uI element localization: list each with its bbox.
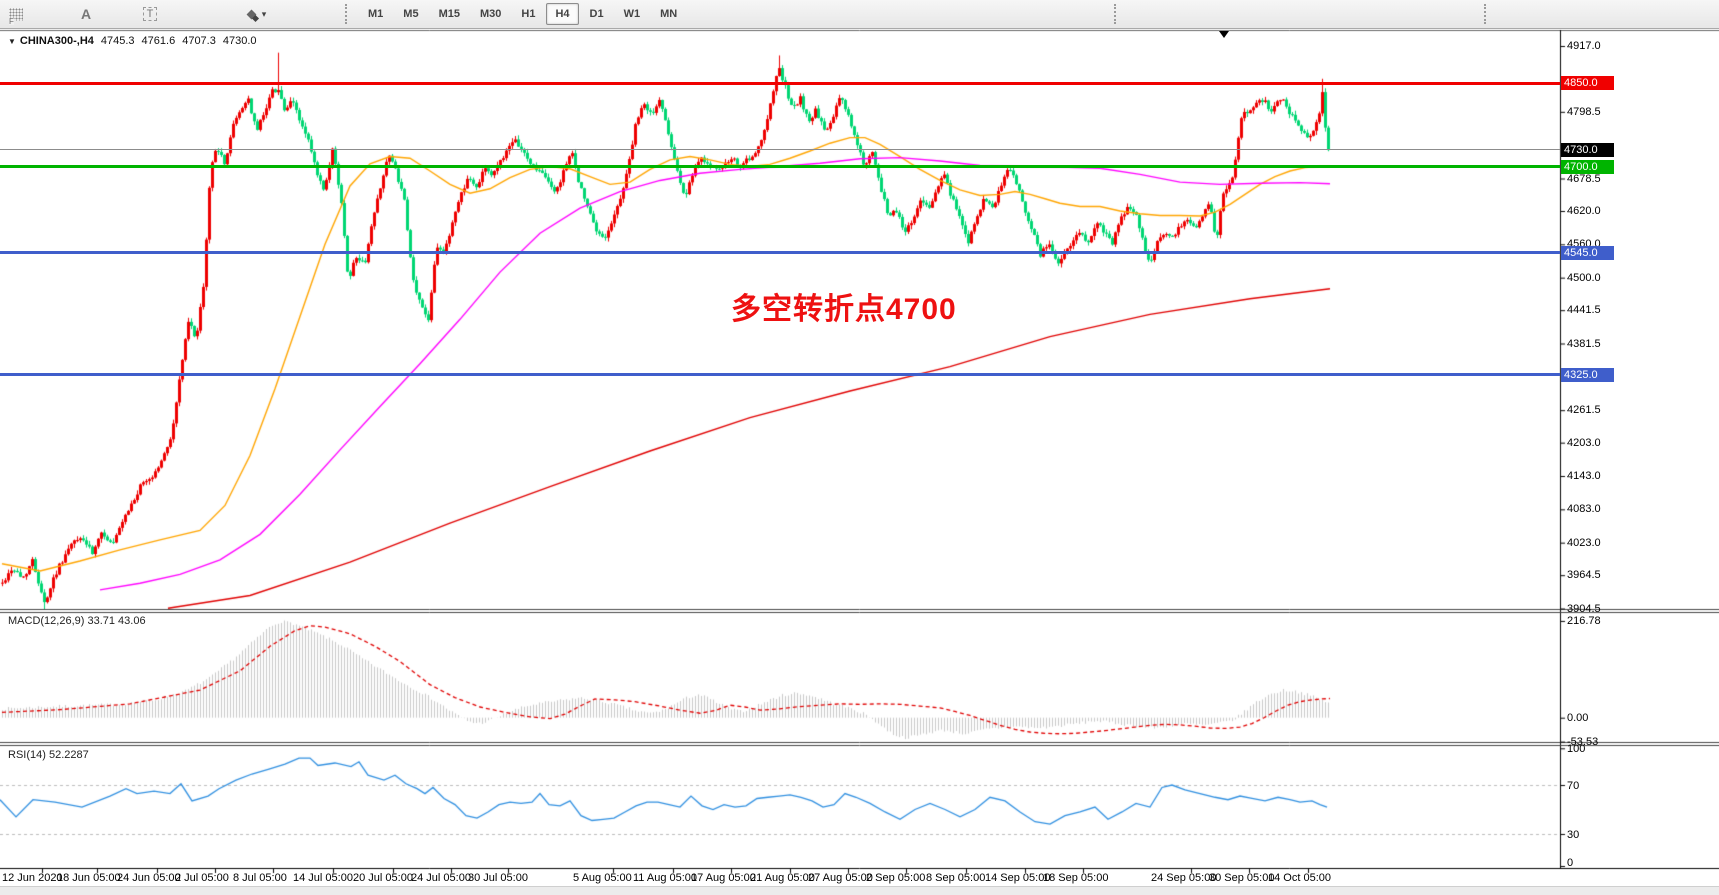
date-axis-label: 30 Jul 05:00 <box>468 872 528 884</box>
price-axis-tick: 4023.0 <box>1567 536 1601 549</box>
window-bottom-strip <box>0 886 1719 895</box>
price-badge-4850.0: 4850.0 <box>1561 76 1614 91</box>
date-axis-label: 21 Aug 05:00 <box>750 872 815 884</box>
chart-annotation-text: 多空转折点4700 <box>731 293 957 326</box>
macd-axis-tick: -53.53 <box>1567 735 1599 748</box>
ohlc-high: 4761.6 <box>141 35 176 47</box>
price-axis-tick: 4500.0 <box>1567 271 1601 284</box>
price-axis-tick: 4083.0 <box>1567 503 1601 516</box>
macd-axis-tick: 216.78 <box>1567 614 1601 627</box>
hline-4545[interactable] <box>0 251 1560 255</box>
date-axis-label: 5 Aug 05:00 <box>573 872 632 884</box>
date-axis-label: 18 Sep 05:00 <box>1043 872 1109 884</box>
date-axis-label: 12 Jun 2020 <box>2 872 63 884</box>
price-axis-tick: 4203.0 <box>1567 436 1601 449</box>
ohlc-close: 4730.0 <box>222 35 257 47</box>
date-axis-label: 14 Jul 05:00 <box>293 872 353 884</box>
date-axis-label: 30 Sep 05:00 <box>1209 872 1275 884</box>
date-axis-label: 8 Sep 05:00 <box>926 872 986 884</box>
price-badge-4730.0: 4730.0 <box>1561 142 1614 157</box>
date-axis-label: 24 Sep 05:00 <box>1151 872 1217 884</box>
rsi-axis-tick: 70 <box>1567 780 1580 793</box>
ohlc-low: 4707.3 <box>182 35 216 47</box>
price-axis-tick: 4381.5 <box>1567 337 1601 350</box>
symbol-collapse-icon[interactable]: ▼ <box>8 37 16 46</box>
hline-4325[interactable] <box>0 373 1560 377</box>
price-axis-tick: 4441.5 <box>1567 304 1601 317</box>
symbol-ohlc-line: ▼ CHINA300-,H4 4745.3 4761.6 4707.3 4730.0 <box>8 35 257 47</box>
rsi-axis-tick: 100 <box>1567 743 1586 756</box>
hline-4700[interactable] <box>0 165 1560 169</box>
rsi-axis-tick: 0 <box>1567 857 1574 869</box>
price-axis-tick: 4261.5 <box>1567 404 1601 417</box>
price-axis-tick: 3904.5 <box>1567 602 1601 615</box>
date-axis-label: 11 Aug 05:00 <box>633 872 698 884</box>
date-axis-label: 20 Jul 05:00 <box>353 872 413 884</box>
price-axis-tick: 4678.5 <box>1567 172 1601 185</box>
hline-4850[interactable] <box>0 81 1560 85</box>
date-axis-label: 24 Jul 05:00 <box>411 872 471 884</box>
price-axis-tick: 3964.5 <box>1567 569 1601 582</box>
date-axis-label: 24 Jun 05:00 <box>117 872 181 884</box>
symbol-name: CHINA300-,H4 <box>19 35 94 47</box>
macd-label: MACD(12,26,9) 33.71 43.06 <box>8 615 146 627</box>
macd-axis-tick: 0.00 <box>1567 711 1589 724</box>
date-axis-label: 14 Sep 05:00 <box>985 872 1051 884</box>
rsi-label: RSI(14) 52.2287 <box>8 749 89 761</box>
price-badge-4700.0: 4700.0 <box>1561 159 1614 174</box>
price-badge-4545.0: 4545.0 <box>1561 245 1614 260</box>
date-axis-label: 27 Aug 05:00 <box>808 872 873 884</box>
date-axis-label: 17 Aug 05:00 <box>691 872 756 884</box>
price-badge-4325.0: 4325.0 <box>1561 367 1614 382</box>
price-axis-tick: 4798.5 <box>1567 105 1601 118</box>
rsi-axis-tick: 30 <box>1567 828 1580 841</box>
chart-shift-marker-icon[interactable] <box>1219 31 1229 38</box>
price-axis-tick: 4917.0 <box>1567 40 1601 52</box>
price-axis-tick: 4620.0 <box>1567 205 1601 217</box>
date-axis-label: 18 Jun 05:00 <box>57 872 121 884</box>
ohlc-open: 4745.3 <box>100 35 135 47</box>
date-axis-label: 8 Jul 05:00 <box>233 872 287 884</box>
date-axis-label: 2 Jul 05:00 <box>175 872 229 884</box>
date-axis-label: 2 Sep 05:00 <box>866 872 926 884</box>
date-axis-label: 14 Oct 05:00 <box>1268 872 1331 884</box>
price-axis-tick: 4143.0 <box>1567 470 1601 482</box>
hline-4730[interactable] <box>0 149 1560 151</box>
